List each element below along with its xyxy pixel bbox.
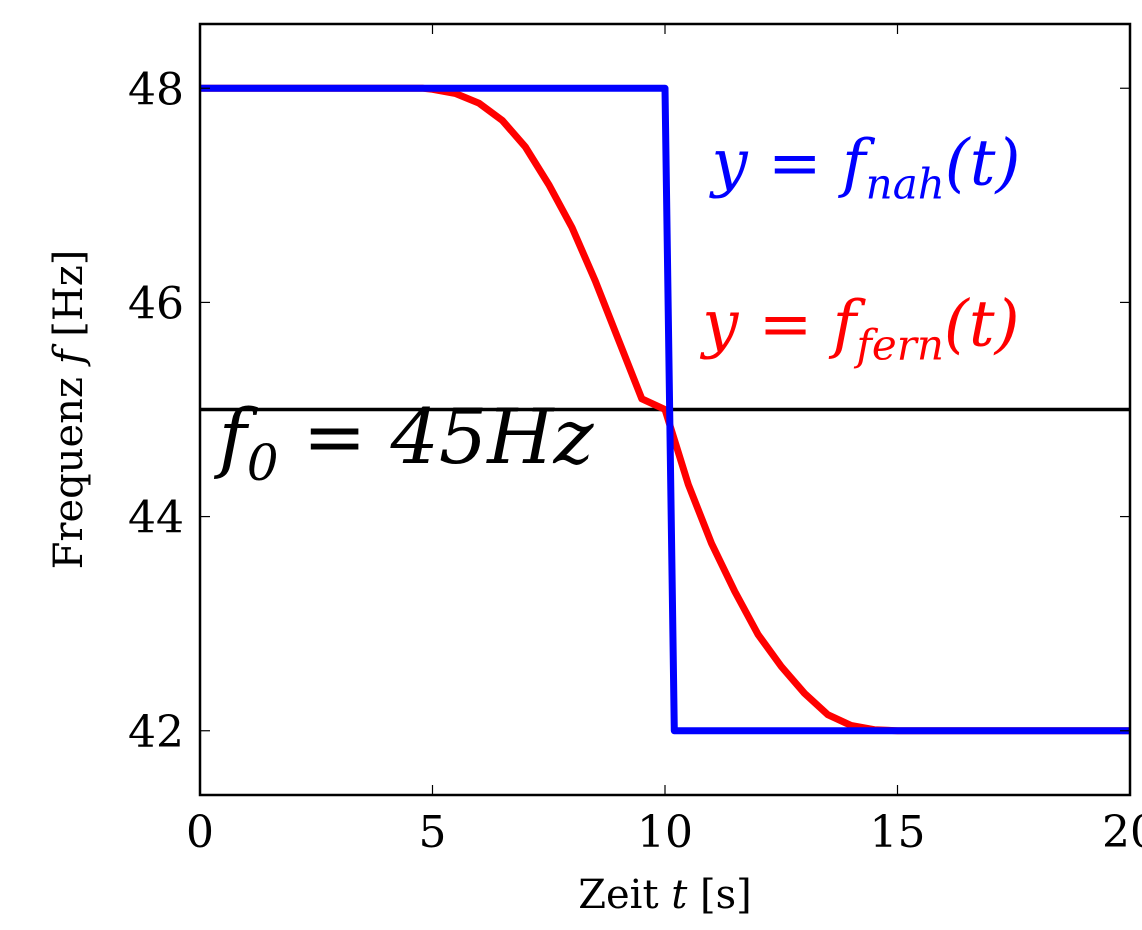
annotation-fern-subscript: fern: [853, 320, 944, 369]
x-axis-label: Zeit t [s]: [578, 872, 752, 918]
annotation-nah-suffix: (t): [945, 127, 1021, 201]
x-tick-label: 15: [870, 807, 926, 858]
annotation-nah-subscript: nah: [866, 160, 945, 209]
annotation-fern-main: y = f: [699, 287, 866, 361]
y-axis-label-prefix: Frequenz: [46, 364, 92, 569]
x-axis-label-prefix: Zeit: [578, 872, 671, 918]
x-axis-label-unit: [s]: [687, 872, 751, 918]
x-axis-label-var: t: [671, 872, 688, 918]
annotation-f0: f0 = 45Hz: [214, 392, 595, 492]
series-line-f-fern: [200, 84, 1130, 735]
series-layer: [200, 84, 1130, 735]
x-tick-label: 10: [637, 807, 693, 858]
series-line-f-nah: [200, 84, 1130, 735]
annotation-fern-suffix: (t): [944, 287, 1020, 361]
ticks-layer: 0 5 10 15 20 42 44 46 48: [128, 24, 1142, 858]
x-tick-label: 20: [1102, 807, 1142, 858]
annotation-fern: y = ffern(t): [699, 287, 1019, 369]
annotation-nah-main: y = f: [709, 127, 876, 201]
annotation-layer: y = fnah(t)y = ffern(t)f0 = 45Hz: [214, 127, 1021, 492]
annotation-f0-subscript: 0: [247, 434, 279, 492]
y-axis-label-unit: [Hz]: [46, 250, 92, 350]
x-tick-label: 5: [419, 807, 447, 858]
y-tick-label: 44: [128, 493, 184, 544]
x-tick-label: 0: [186, 807, 214, 858]
annotation-f0-suffix: = 45Hz: [279, 392, 595, 481]
y-tick-label: 42: [128, 707, 184, 758]
y-tick-label: 46: [128, 278, 184, 329]
y-axis-label: Frequenz f [Hz]: [46, 250, 92, 570]
y-tick-label: 48: [128, 64, 184, 115]
annotation-nah: y = fnah(t): [709, 127, 1021, 209]
